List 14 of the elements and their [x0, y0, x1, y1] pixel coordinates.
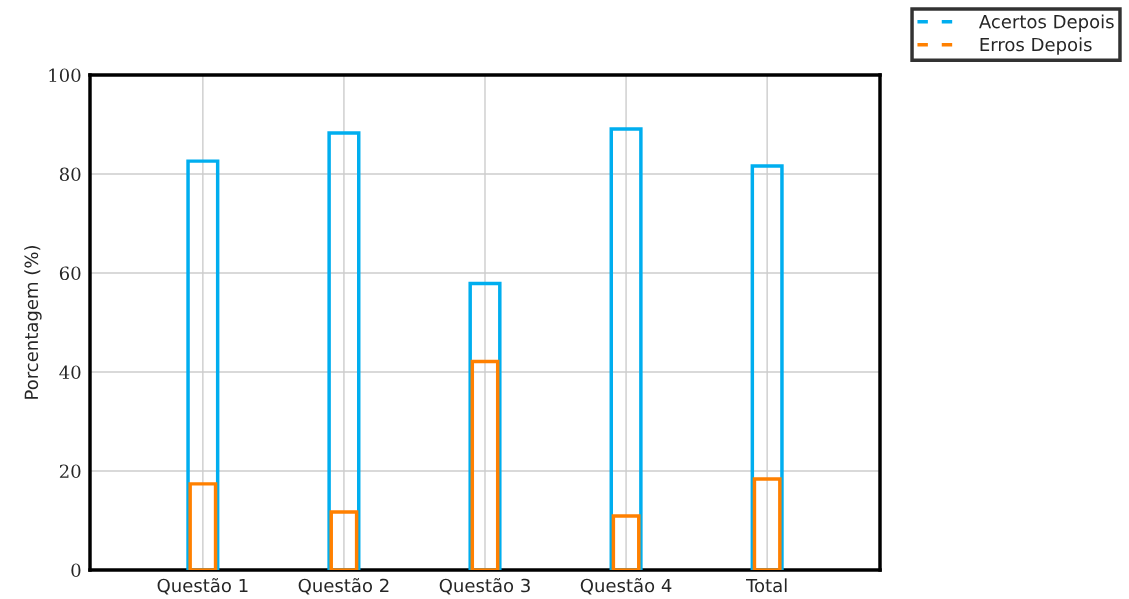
x-tick-label: Questão 3: [439, 578, 530, 595]
y-tick-label: 100: [49, 68, 81, 83]
y-tick-label: 20: [59, 464, 81, 479]
y-tick-label: 60: [59, 266, 81, 281]
legend-label: Acertos Depois: [978, 14, 1114, 32]
x-tick-label: Total: [746, 578, 787, 593]
x-tick-label: Questão 2: [298, 578, 389, 595]
legend-label: Erros Depois: [980, 37, 1092, 55]
y-tick-label: 80: [59, 167, 81, 182]
y-tick-label: 0: [71, 563, 81, 578]
y-tick-label: 40: [59, 365, 81, 380]
x-tick-label: Questão 4: [580, 578, 672, 595]
y-axis-title: Porcentagem (%): [24, 246, 42, 399]
x-tick-label: Questão 1: [157, 578, 248, 595]
